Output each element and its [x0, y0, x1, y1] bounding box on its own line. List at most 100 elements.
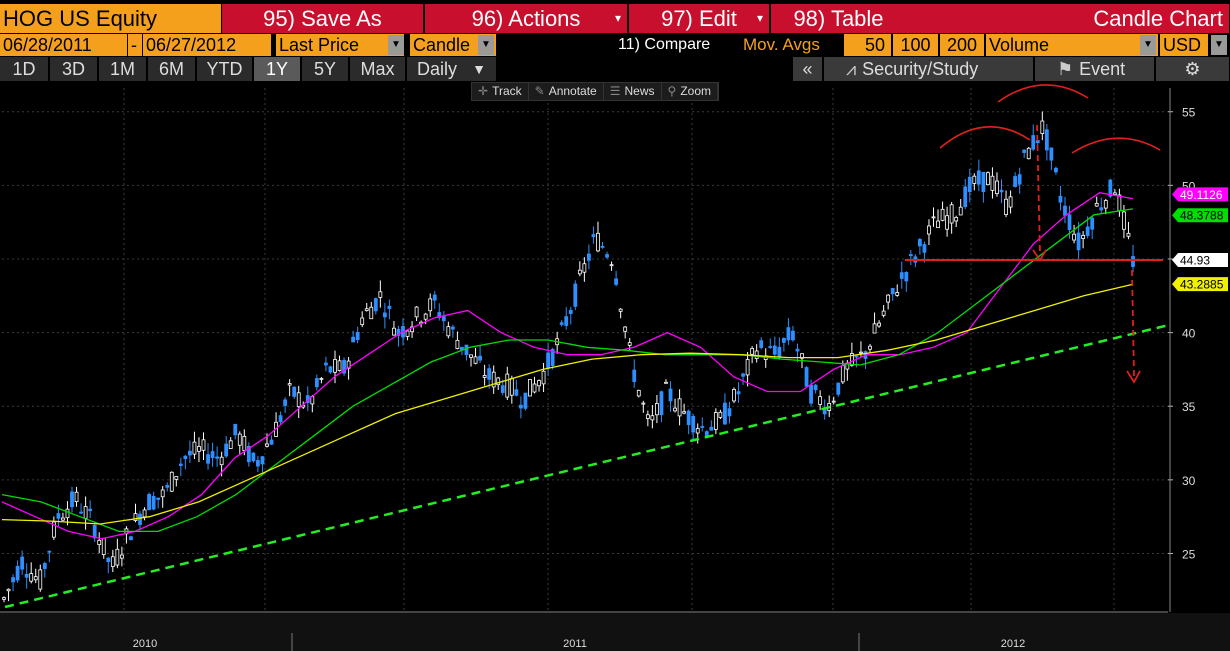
- candle-body: [899, 272, 904, 279]
- event-label: Event: [1079, 59, 1126, 79]
- candle-body: [392, 327, 396, 336]
- period-6m-button[interactable]: 6M: [148, 57, 196, 81]
- period-3d-button[interactable]: 3D: [50, 57, 98, 81]
- candle-body: [269, 439, 274, 445]
- chevron-down-icon[interactable]: ▼: [1140, 35, 1156, 55]
- candle-body: [51, 521, 56, 538]
- chart-marks: [1, 111, 1135, 603]
- ma-200-line: [1, 283, 1134, 525]
- candle-body: [818, 396, 823, 405]
- candle-body: [106, 557, 111, 562]
- candle-body: [546, 352, 550, 369]
- actions-menu-button[interactable]: 96) Actions ▾: [425, 4, 628, 33]
- candle-body: [373, 298, 378, 312]
- candle-body: [514, 389, 519, 396]
- candle-body: [723, 402, 727, 425]
- ma200-value-tag-bg: [1172, 277, 1228, 292]
- candle-body: [1108, 179, 1113, 197]
- start-date-field[interactable]: 06/28/2011: [0, 34, 127, 56]
- candle-body: [759, 340, 764, 348]
- gear-icon[interactable]: ⚙: [1156, 57, 1230, 81]
- candle-body: [1054, 167, 1058, 173]
- track-tool[interactable]: ✛ Track: [472, 83, 529, 100]
- price-field-select[interactable]: Last Price: [276, 34, 404, 56]
- candle-body: [147, 493, 151, 511]
- chevron-down-icon[interactable]: ▼: [478, 35, 494, 55]
- chevron-down-icon[interactable]: ▼: [1211, 35, 1227, 55]
- candle-body: [895, 292, 900, 296]
- chevron-down-icon: ▾: [756, 11, 763, 25]
- mov-avgs-label[interactable]: Mov. Avgs: [743, 35, 820, 54]
- flag-icon: ⚑: [1057, 59, 1074, 79]
- candle-body: [138, 513, 142, 525]
- candle-body: [187, 450, 192, 456]
- candle-body: [872, 323, 877, 334]
- lower-study-select[interactable]: Volume: [986, 34, 1158, 56]
- candle-body: [265, 443, 269, 447]
- table-menu-button[interactable]: 98) Table Candle Chart: [771, 4, 1230, 33]
- candle-body: [192, 441, 197, 455]
- candle-body: [791, 330, 795, 341]
- currency-select[interactable]: USD: [1160, 34, 1208, 56]
- candle-body: [410, 326, 414, 333]
- period-1d-button[interactable]: 1D: [0, 57, 49, 81]
- candle-body: [537, 380, 541, 387]
- period-5y-button[interactable]: 5Y: [302, 57, 349, 81]
- candle-body: [605, 254, 609, 258]
- candle-body: [79, 511, 83, 514]
- candle-body: [541, 370, 546, 385]
- security-study-button[interactable]: ⩘ Security/Study: [824, 57, 1034, 81]
- edit-menu-button[interactable]: 97) Edit ▾: [629, 4, 770, 33]
- candle-body: [600, 245, 605, 248]
- candle-body: [981, 171, 986, 193]
- left-shoulder-arc: [939, 125, 1031, 149]
- chevron-down-icon[interactable]: ▼: [388, 35, 404, 55]
- chart-icon: ⩘: [846, 59, 857, 79]
- event-button[interactable]: ⚑ Event: [1035, 57, 1155, 81]
- annotate-tool[interactable]: ✎ Annotate: [529, 83, 604, 100]
- price-chart[interactable]: 2530354045505549.112648.378844.9343.2885…: [0, 82, 1230, 651]
- candle-body: [976, 170, 981, 185]
- candle-body: [283, 399, 288, 406]
- candle-body: [528, 378, 532, 397]
- ma-period-3-field[interactable]: 200: [940, 34, 984, 56]
- candle-body: [42, 563, 47, 569]
- period-max-button[interactable]: Max: [350, 57, 406, 81]
- candle-body: [741, 373, 745, 377]
- candle-body: [972, 175, 977, 184]
- compare-button[interactable]: 11) Compare: [618, 36, 711, 53]
- candle-body: [750, 347, 755, 355]
- zoom-tool[interactable]: ⚲ Zoom: [662, 83, 718, 100]
- security-ticker[interactable]: HOG US Equity: [0, 4, 221, 33]
- candle-body: [954, 217, 959, 222]
- candle-body: [550, 348, 555, 366]
- save-as-button[interactable]: 95) Save As: [222, 4, 424, 33]
- ma-period-1-field[interactable]: 50: [844, 34, 891, 56]
- ma-period-2-field[interactable]: 100: [893, 34, 938, 56]
- candle-body: [500, 385, 505, 393]
- candle-body: [296, 392, 301, 408]
- candle-body: [936, 220, 940, 229]
- candle-body: [160, 489, 165, 498]
- candle-body: [396, 328, 401, 336]
- candle-body: [242, 435, 247, 451]
- candle-body: [29, 573, 34, 582]
- period-1y-button[interactable]: 1Y: [254, 57, 301, 81]
- save-as-label: 95) Save As: [263, 6, 382, 31]
- candle-body: [754, 350, 759, 359]
- y-tick-label: 35: [1182, 400, 1196, 414]
- candle-body: [704, 431, 709, 436]
- period-ytd-button[interactable]: YTD: [197, 57, 253, 81]
- double-left-chevron-icon[interactable]: «: [793, 57, 823, 81]
- end-date-field[interactable]: 06/27/2012: [143, 34, 271, 56]
- candle-body: [355, 332, 360, 341]
- candle-body: [260, 456, 265, 465]
- candle-body: [174, 476, 179, 480]
- candle-body: [437, 312, 442, 318]
- chart-style-select[interactable]: Candle: [410, 34, 496, 56]
- period-1m-button[interactable]: 1M: [99, 57, 147, 81]
- candle-body: [927, 225, 931, 235]
- news-tool[interactable]: ☰ News: [604, 83, 662, 100]
- top-menu-bar: HOG US Equity 95) Save As 96) Actions ▾ …: [0, 0, 1230, 33]
- frequency-select[interactable]: Daily ▼: [407, 57, 497, 81]
